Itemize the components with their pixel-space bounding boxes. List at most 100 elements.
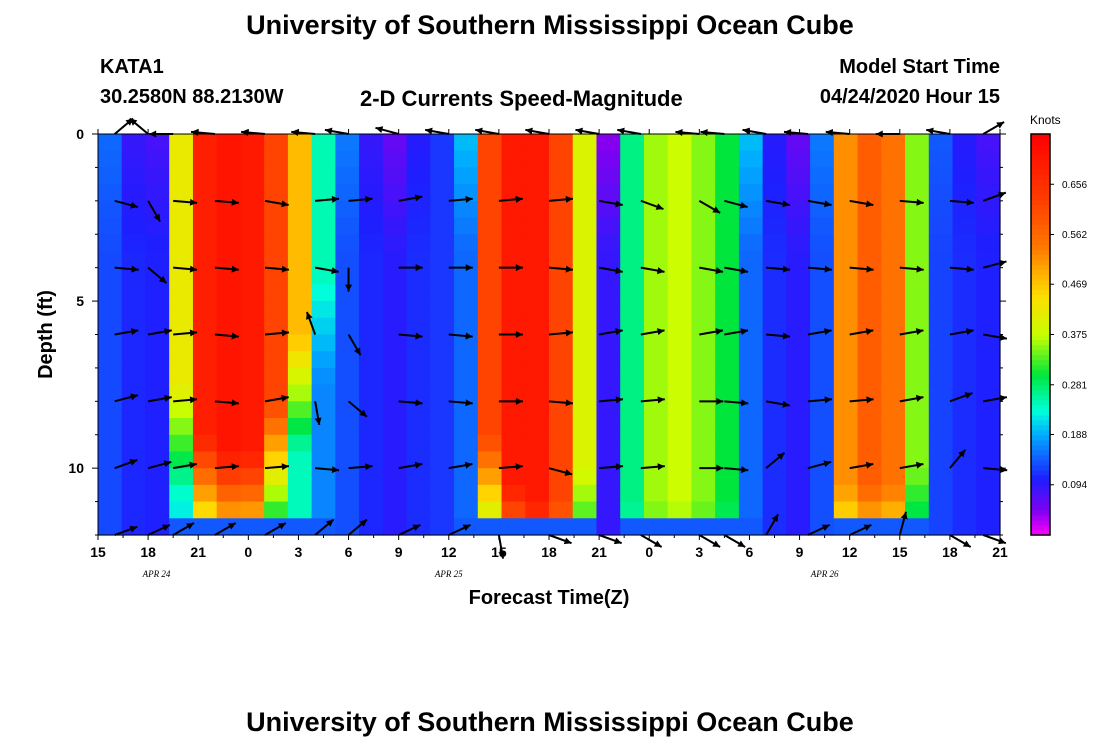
- heatmap-cell: [192, 217, 218, 235]
- heatmap-cell: [169, 234, 194, 252]
- heatmap-cell: [810, 451, 835, 469]
- current-arrow: [190, 129, 216, 137]
- heatmap-cell: [762, 351, 787, 369]
- heatmap-cell: [169, 200, 194, 219]
- current-arrow: [723, 534, 746, 548]
- model-start-label: Model Start Time: [839, 56, 1000, 78]
- heatmap-cell: [596, 184, 621, 202]
- heatmap-cell: [382, 451, 408, 469]
- colorbar-swatch: [1031, 329, 1050, 336]
- heatmap-cell: [169, 167, 194, 185]
- heatmap-cell: [192, 434, 218, 453]
- colorbar-swatch: [1031, 269, 1050, 275]
- heatmap-cell: [715, 484, 740, 503]
- current-arrow: [548, 265, 573, 273]
- heatmap-cell: [335, 150, 360, 169]
- heatmap-cell: [287, 184, 313, 202]
- heatmap-cell: [549, 250, 574, 269]
- heatmap-cell: [264, 501, 289, 519]
- heatmap-cell: [430, 384, 455, 402]
- colorbar-swatch: [1031, 369, 1050, 376]
- heatmap-cell: [549, 434, 574, 453]
- colorbar-swatch: [1031, 294, 1050, 301]
- current-arrow: [766, 265, 791, 273]
- heatmap-cell: [667, 518, 693, 536]
- colorbar-swatch: [1031, 209, 1050, 215]
- heatmap-cell: [643, 334, 669, 352]
- heatmap-cell: [335, 418, 360, 436]
- heatmap-cell: [881, 150, 906, 169]
- heatmap-cell: [430, 401, 455, 419]
- heatmap-cell: [121, 267, 147, 285]
- heatmap-cell: [833, 200, 859, 219]
- heatmap-cell: [311, 451, 336, 469]
- current-arrow: [807, 328, 832, 336]
- heatmap-cell: [596, 434, 621, 453]
- heatmap-cell: [833, 234, 859, 252]
- heatmap-cell: [952, 518, 977, 536]
- heatmap-cell: [762, 484, 787, 503]
- heatmap-cell: [287, 250, 313, 269]
- heatmap-cell: [169, 468, 194, 486]
- colorbar-swatch: [1031, 364, 1050, 371]
- heatmap-cell: [857, 434, 882, 453]
- heatmap-cell: [762, 250, 787, 269]
- current-arrow: [241, 129, 266, 137]
- colorbar-swatch: [1031, 259, 1050, 265]
- heatmap-cell: [786, 317, 811, 336]
- heatmap-cell: [738, 284, 764, 302]
- heatmap-cell: [145, 217, 170, 235]
- heatmap-cell: [857, 367, 882, 386]
- current-arrow: [575, 127, 600, 135]
- colorbar-swatch: [1031, 489, 1050, 496]
- heatmap-cell: [762, 150, 787, 169]
- heatmap-cell: [287, 267, 313, 285]
- heatmap-cell: [359, 367, 384, 386]
- current-arrow: [849, 199, 874, 208]
- colorbar-swatch: [1031, 214, 1050, 220]
- heatmap-cell: [976, 451, 1001, 469]
- heatmap-cell: [596, 418, 621, 436]
- colorbar-swatch: [1031, 499, 1050, 506]
- heatmap-cell: [952, 234, 977, 252]
- current-arrow: [448, 399, 473, 407]
- heatmap-cell: [928, 334, 954, 352]
- heatmap-cell: [928, 184, 954, 202]
- heatmap-cell: [976, 150, 1001, 169]
- heatmap-cell: [145, 167, 170, 185]
- heatmap-cell: [98, 234, 123, 252]
- x-tick-label: 9: [395, 544, 403, 560]
- heatmap-cell: [406, 150, 431, 169]
- current-arrow: [640, 396, 665, 404]
- heatmap-cell: [667, 250, 693, 269]
- heatmap-cell: [928, 434, 954, 453]
- heatmap-cell: [620, 351, 645, 369]
- heatmap-cell: [810, 301, 835, 319]
- heatmap-cell: [477, 501, 503, 519]
- heatmap-cell: [620, 468, 645, 486]
- colorbar-swatch: [1031, 524, 1050, 531]
- heatmap-cell: [145, 468, 170, 486]
- heatmap-cell: [810, 434, 835, 453]
- current-arrow: [849, 523, 872, 536]
- current-arrow: [724, 266, 749, 275]
- current-arrow: [548, 399, 573, 407]
- colorbar: 0.094 0.188 0.281 0.375 0.469 0.562 0.656: [1030, 133, 1087, 536]
- heatmap-cell: [905, 418, 930, 436]
- heatmap-cell: [549, 384, 574, 402]
- heatmap-cell: [976, 334, 1001, 352]
- heatmap-cell: [501, 401, 526, 419]
- heatmap-cell: [691, 167, 716, 185]
- heatmap-cell: [287, 501, 313, 519]
- heatmap-cell: [715, 334, 740, 352]
- heatmap-cell: [240, 167, 265, 185]
- heatmap-cell: [501, 200, 526, 219]
- heatmap-cell: [216, 234, 242, 252]
- heatmap-cell: [928, 167, 954, 185]
- heatmap-cell: [881, 384, 906, 402]
- heatmap-cell: [620, 384, 645, 402]
- current-arrow: [347, 333, 362, 356]
- heatmap-cell: [833, 334, 859, 352]
- heatmap-cell: [216, 217, 242, 235]
- current-arrow: [498, 463, 523, 471]
